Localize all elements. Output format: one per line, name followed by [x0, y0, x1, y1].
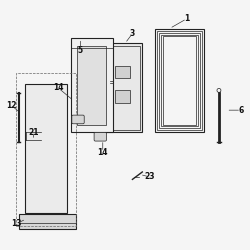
Text: 6: 6 [238, 106, 244, 115]
FancyBboxPatch shape [94, 132, 106, 141]
Text: 23: 23 [144, 172, 155, 182]
Bar [161, 35, 198, 126]
FancyBboxPatch shape [72, 115, 84, 124]
Text: 14: 14 [53, 84, 64, 92]
Bar [157, 31, 202, 130]
Bar [70, 38, 113, 132]
Bar [162, 36, 196, 124]
Bar [25, 84, 67, 213]
Text: 13: 13 [11, 220, 22, 228]
Bar [115, 66, 130, 78]
Bar [115, 90, 130, 103]
Text: 14: 14 [98, 148, 108, 157]
Text: 1: 1 [184, 14, 190, 23]
Bar [105, 44, 142, 132]
Bar [155, 28, 204, 132]
Bar [159, 33, 200, 128]
Text: 12: 12 [6, 101, 16, 110]
Bar [108, 46, 140, 130]
Bar [19, 214, 76, 229]
Text: 21: 21 [28, 128, 39, 137]
Text: 5: 5 [78, 46, 83, 55]
Bar [16, 73, 76, 226]
Text: 3: 3 [130, 29, 135, 38]
Bar [77, 46, 106, 125]
